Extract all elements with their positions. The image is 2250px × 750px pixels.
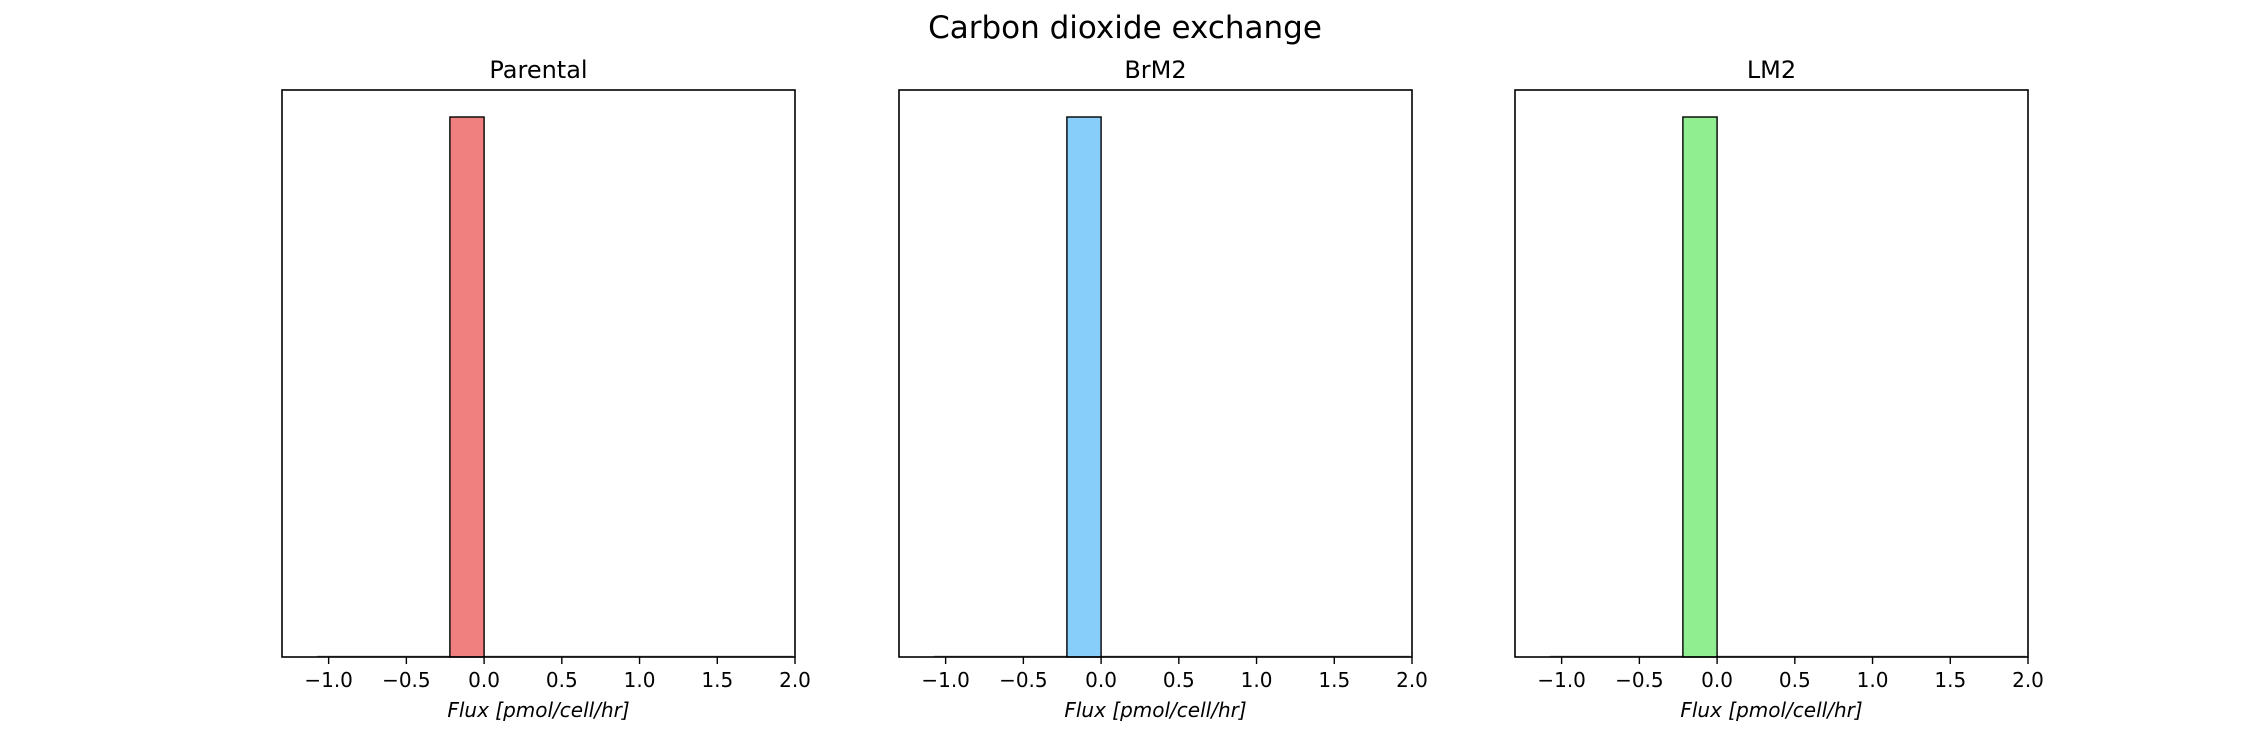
x-tick-label: 0.5	[1779, 668, 1811, 692]
x-tick-label: 1.0	[624, 668, 656, 692]
figure-title: Carbon dioxide exchange	[928, 10, 1322, 46]
axes-frame	[1514, 89, 2029, 658]
subplot-title: Parental	[489, 56, 587, 84]
x-tick-label: 1.5	[701, 668, 733, 692]
x-axis-label: Flux [pmol/cell/hr]	[1680, 698, 1862, 722]
x-axis-label: Flux [pmol/cell/hr]	[447, 698, 629, 722]
x-tick-label: 1.0	[1857, 668, 1889, 692]
histogram-bar	[1682, 116, 1718, 658]
x-tick-label: 0.0	[1701, 668, 1733, 692]
x-tick-label: −0.5	[1615, 668, 1664, 692]
x-tick-label: 1.5	[1318, 668, 1350, 692]
x-axis-label: Flux [pmol/cell/hr]	[1064, 698, 1246, 722]
subplot-parental: Parental −1.0 −0.5 0.0 0.5 1.0 1.5 2.0 Flux [pmo…	[281, 56, 811, 722]
subplot-lm2: LM2 −1.0 −0.5 0.0 0.5 1.0 1.5 2.0 Flux [pmol/cel…	[1514, 56, 2044, 722]
histogram-bar	[449, 116, 485, 658]
x-tick-label: 2.0	[779, 668, 811, 692]
x-tick-label: 1.5	[1934, 668, 1966, 692]
subplot-title: BrM2	[1124, 56, 1186, 84]
x-tick-label: −1.0	[304, 668, 353, 692]
x-tick-label: 2.0	[1396, 668, 1428, 692]
histogram-bar	[1066, 116, 1102, 658]
x-tick-label: 0.0	[1085, 668, 1117, 692]
x-tick-label: 2.0	[2012, 668, 2044, 692]
x-tick-label: −1.0	[1537, 668, 1586, 692]
x-tick-label: 1.0	[1241, 668, 1273, 692]
x-tick-label: −0.5	[999, 668, 1048, 692]
x-tick-label: 0.0	[468, 668, 500, 692]
subplot-title: LM2	[1747, 56, 1796, 84]
axes-frame	[281, 89, 796, 658]
x-tick-label: −1.0	[921, 668, 970, 692]
x-tick-label: 0.5	[546, 668, 578, 692]
x-tick-label: 0.5	[1163, 668, 1195, 692]
subplot-brm2: BrM2 −1.0 −0.5 0.0 0.5 1.0 1.5 2.0 Flux [pmol/ce…	[898, 56, 1428, 722]
subplot-panels: Parental −1.0 −0.5 0.0 0.5 1.0 1.5 2.0 Flux [pmo…	[281, 56, 2044, 722]
axes-frame	[898, 89, 1413, 658]
x-tick-label: −0.5	[382, 668, 431, 692]
